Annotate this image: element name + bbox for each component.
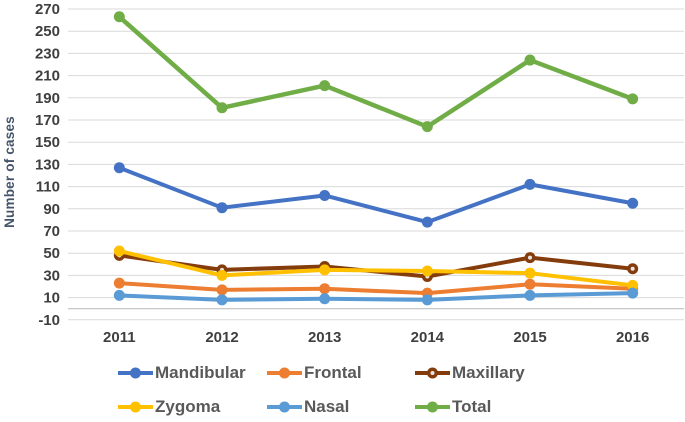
data-point-total-2014 xyxy=(421,121,433,133)
x-tick-label: 2016 xyxy=(616,329,649,346)
data-point-mandibular-2014 xyxy=(421,216,433,228)
series-line-total xyxy=(117,14,635,129)
data-point-mandibular-2012 xyxy=(216,202,228,214)
chart-legend: Mandibular Frontal Maxillary Zygoma Nasal Tot… xyxy=(0,354,685,422)
series-line-nasal xyxy=(117,291,635,302)
data-point-total-2011 xyxy=(113,11,125,23)
legend-item-zygoma: Zygoma xyxy=(117,394,220,420)
data-point-nasal-2012 xyxy=(216,294,228,306)
y-tick-label: 190 xyxy=(35,90,60,107)
data-point-total-2015 xyxy=(524,54,536,66)
legend-label: Maxillary xyxy=(452,363,525,382)
data-point-zygoma-2013 xyxy=(319,264,331,276)
y-tick-label: 70 xyxy=(43,223,60,240)
data-point-total-2012 xyxy=(216,102,228,114)
legend-label: Nasal xyxy=(304,397,350,416)
legend-item-frontal: Frontal xyxy=(266,360,362,386)
y-tick-label: 130 xyxy=(35,156,60,173)
data-point-frontal-2013 xyxy=(319,283,331,295)
data-point-frontal-2015 xyxy=(524,278,536,290)
y-tick-label: 50 xyxy=(43,245,60,262)
y-tick-label: 230 xyxy=(35,45,60,62)
data-point-nasal-2015 xyxy=(524,289,536,301)
data-point-zygoma-2011 xyxy=(113,245,125,257)
x-tick-label: 2012 xyxy=(205,329,238,346)
legend-item-maxillary: Maxillary xyxy=(414,360,525,386)
data-point-nasal-2011 xyxy=(113,289,125,301)
legend-marker-maxillary-icon xyxy=(415,367,450,379)
data-point-center-maxillary-2015 xyxy=(528,255,532,260)
legend-marker-zygoma-icon xyxy=(118,401,153,413)
legend-marker-nasal-icon xyxy=(267,401,302,413)
y-tick-label: 150 xyxy=(35,134,60,151)
legend-label: Mandibular xyxy=(155,363,246,382)
data-point-zygoma-2014 xyxy=(421,265,433,277)
series-line-mandibular xyxy=(117,165,635,225)
x-tick-label: 2013 xyxy=(308,329,341,346)
series-line-frontal xyxy=(117,281,635,296)
legend-item-total: Total xyxy=(414,394,491,420)
legend-item-nasal: Nasal xyxy=(266,394,349,420)
x-tick-label: 2014 xyxy=(411,329,445,346)
y-tick-label: 210 xyxy=(35,68,60,85)
y-tick-label: 90 xyxy=(43,201,60,218)
legend-label: Zygoma xyxy=(155,397,221,416)
series-line-maxillary xyxy=(117,253,635,279)
y-tick-label: 270 xyxy=(35,1,60,18)
y-tick-label: 30 xyxy=(43,267,60,284)
data-point-nasal-2013 xyxy=(319,293,331,305)
data-point-mandibular-2013 xyxy=(319,189,331,201)
y-tick-label: -10 xyxy=(38,312,60,329)
legend-marker-mandibular-icon xyxy=(118,367,153,379)
data-point-mandibular-2015 xyxy=(524,178,536,190)
data-point-nasal-2014 xyxy=(421,294,433,306)
legend-label: Total xyxy=(452,397,492,416)
data-point-frontal-2012 xyxy=(216,284,228,296)
legend-marker-frontal-icon xyxy=(267,367,302,379)
data-point-total-2013 xyxy=(319,80,331,92)
y-tick-label: 10 xyxy=(43,290,60,307)
legend-item-mandibular: Mandibular xyxy=(117,360,246,386)
y-tick-label: 170 xyxy=(35,112,60,129)
data-point-total-2016 xyxy=(627,93,639,105)
data-point-nasal-2016 xyxy=(627,287,639,299)
legend-label: Frontal xyxy=(304,363,362,382)
data-point-zygoma-2012 xyxy=(216,269,228,281)
y-tick-label: 250 xyxy=(35,23,60,40)
plot-area: 270 250 230 210 190 170 150 130 110 90 70 50 30 10 -10… xyxy=(35,1,684,346)
legend-marker-total-icon xyxy=(415,401,450,413)
data-point-zygoma-2015 xyxy=(524,267,536,279)
x-tick-label: 2011 xyxy=(103,329,136,346)
series-line-zygoma xyxy=(117,248,635,288)
data-point-center-maxillary-2016 xyxy=(630,266,635,271)
data-point-mandibular-2011 xyxy=(113,162,125,174)
y-tick-label: 110 xyxy=(36,179,60,196)
legend-row: Zygoma Nasal Total xyxy=(0,394,685,420)
x-tick-label: 2015 xyxy=(513,329,546,346)
data-point-zygoma-2016 xyxy=(627,279,639,291)
data-point-mandibular-2016 xyxy=(627,197,639,209)
legend-row: Mandibular Frontal Maxillary xyxy=(0,360,685,386)
data-point-frontal-2011 xyxy=(113,277,125,289)
